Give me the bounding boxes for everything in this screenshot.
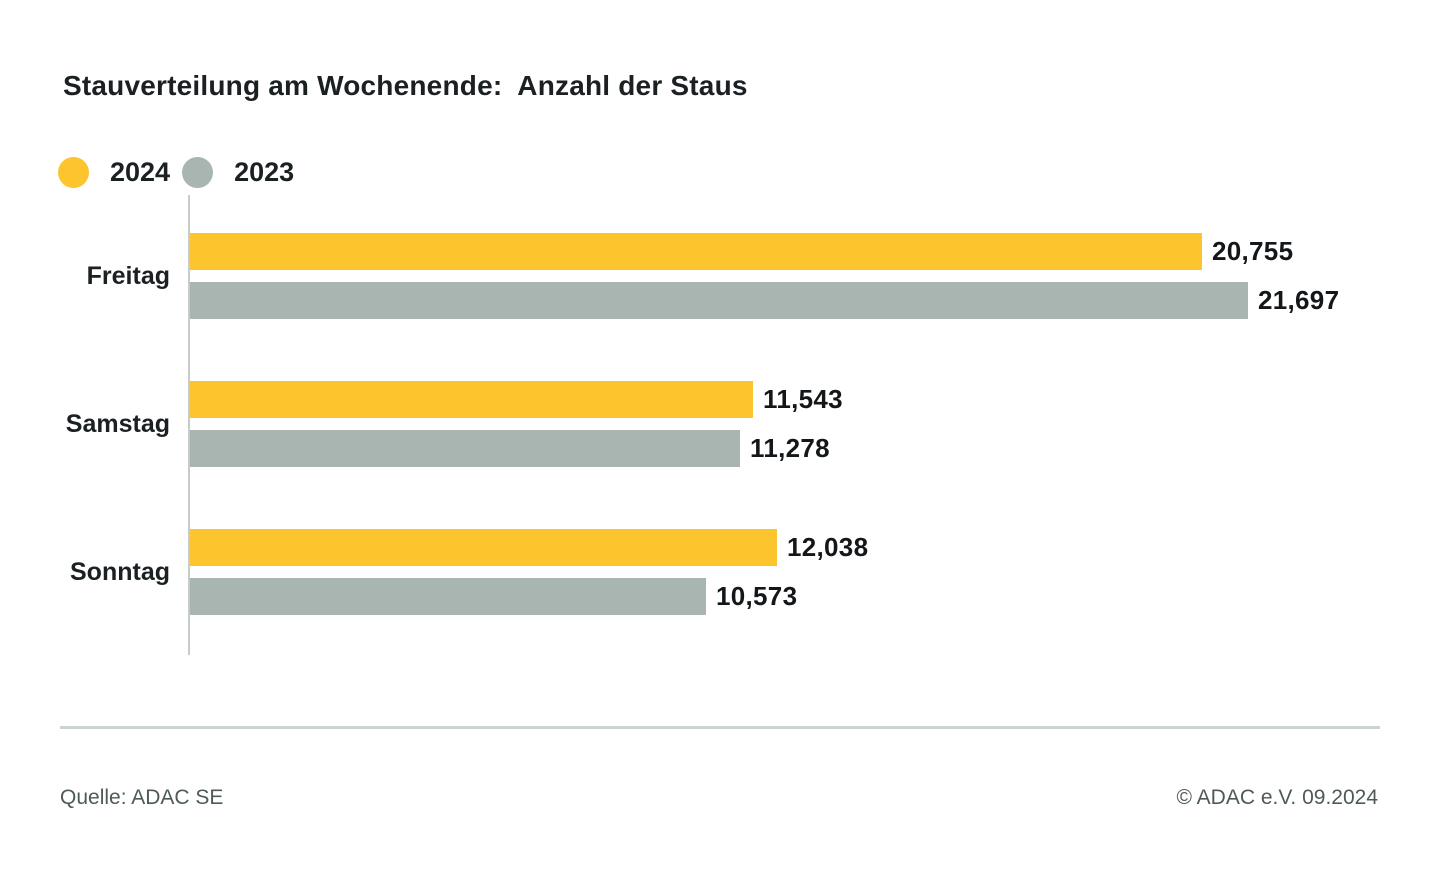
bar-group-samstag: Samstag 11,543 11,278 — [0, 381, 1440, 467]
bar-2023-sonntag — [190, 578, 706, 615]
bar-2024-samstag — [190, 381, 753, 418]
bar-group-freitag: Freitag 20,755 21,697 — [0, 233, 1440, 319]
footer: Quelle: ADAC SE © ADAC e.V. 09.2024 — [0, 786, 1440, 810]
chart-title: Stauverteilung am Wochenende: Anzahl der… — [63, 70, 748, 101]
value-label: 11,278 — [750, 433, 830, 463]
category-label: Samstag — [65, 409, 170, 438]
bar-2023-samstag — [190, 430, 740, 467]
bar-row-2023-sonntag: 10,573 — [190, 578, 797, 615]
copyright-text: © ADAC e.V. 09.2024 — [1176, 786, 1379, 809]
category-label: Sonntag — [70, 557, 170, 586]
bar-row-2024-freitag: 20,755 — [190, 233, 1293, 270]
bar-2024-sonntag — [190, 529, 777, 566]
bar-group-sonntag: Sonntag 12,038 10,573 — [0, 529, 1440, 615]
bar-2024-freitag — [190, 233, 1202, 270]
legend-item-2023: 2023 — [182, 156, 295, 188]
category-label: Freitag — [86, 261, 170, 290]
bar-chart: Freitag 20,755 21,697 Samstag 11,543 11,278 So… — [0, 195, 1440, 655]
y-axis-line — [188, 195, 190, 655]
value-label: 10,573 — [716, 581, 798, 611]
source-text: Quelle: ADAC SE — [60, 786, 224, 809]
bar-row-2023-samstag: 11,278 — [190, 430, 830, 467]
bar-2023-freitag — [190, 282, 1248, 319]
value-label: 12,038 — [787, 532, 869, 562]
value-label: 11,543 — [763, 384, 843, 414]
legend-label: 2024 — [110, 156, 171, 187]
footer-divider — [60, 726, 1380, 729]
bar-row-2024-sonntag: 12,038 — [190, 529, 868, 566]
legend-dot-2023 — [182, 156, 214, 188]
bar-row-2024-samstag: 11,543 — [190, 381, 843, 418]
value-label: 21,697 — [1258, 285, 1340, 315]
value-label: 20,755 — [1212, 236, 1294, 266]
legend: 2024 2023 — [58, 156, 294, 188]
bar-row-2023-freitag: 21,697 — [190, 282, 1339, 319]
legend-label: 2023 — [234, 156, 295, 187]
legend-dot-2024 — [58, 156, 89, 188]
legend-item-2024: 2024 — [58, 156, 171, 188]
